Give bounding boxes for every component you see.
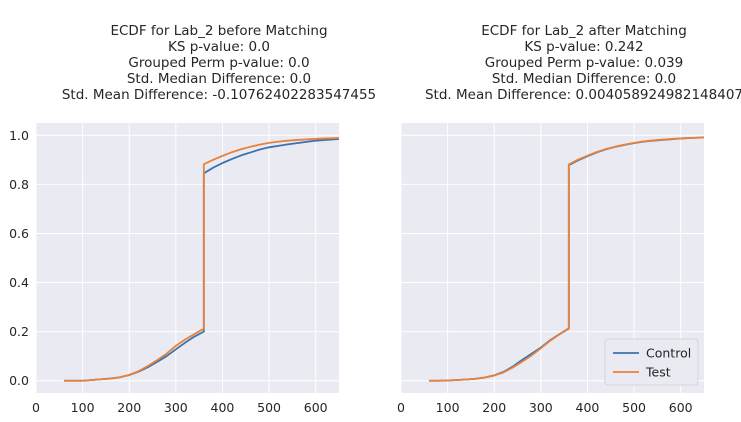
x-tick-label: 600 — [304, 400, 328, 415]
x-tick-label: 400 — [576, 400, 600, 415]
chart-title-line: Grouped Perm p-value: 0.0 — [128, 55, 309, 71]
x-tick-label: 100 — [436, 400, 460, 415]
legend: Control Test — [604, 338, 699, 386]
y-tick-label: 0.4 — [9, 275, 29, 290]
plot-area — [36, 123, 339, 393]
chart-title-line: Grouped Perm p-value: 0.039 — [485, 55, 683, 71]
x-tick-label: 0 — [32, 400, 40, 415]
chart-title-line: Std. Median Difference: 0.0 — [492, 71, 676, 87]
x-tick-label: 200 — [482, 400, 506, 415]
legend-box — [604, 338, 699, 386]
x-tick-label: 500 — [257, 400, 281, 415]
chart-title-line: Std. Median Difference: 0.0 — [127, 71, 311, 87]
chart-title-line: ECDF for Lab_2 after Matching — [481, 23, 687, 39]
y-tick-label: 0.0 — [9, 373, 29, 388]
ecdf-after-matching-panel: 0 100 200 300 400 500 600 ECDF for Lab_2 after … — [397, 23, 741, 415]
ecdf-before-matching-panel: 0 100 200 300 400 500 600 0.0 0.2 0.4 0.6 0.8 1.0 ECD… — [9, 23, 376, 415]
chart-title-line: Std. Mean Difference: -0.107624022835474… — [62, 87, 376, 103]
x-tick-label: 100 — [71, 400, 95, 415]
x-tick-label: 400 — [211, 400, 235, 415]
legend-label: Control — [646, 346, 691, 361]
series-line-test — [63, 137, 339, 382]
x-tick-label: 500 — [622, 400, 646, 415]
x-tick-label: 0 — [397, 400, 405, 415]
chart-title-line: KS p-value: 0.0 — [168, 39, 270, 55]
y-tick-label: 0.2 — [9, 324, 29, 339]
x-tick-label: 600 — [669, 400, 693, 415]
series-line-test — [428, 136, 704, 382]
x-tick-label: 300 — [164, 400, 188, 415]
y-tick-label: 0.6 — [9, 226, 29, 241]
y-tick-label: 1.0 — [9, 128, 29, 143]
chart-title-line: ECDF for Lab_2 before Matching — [110, 23, 327, 39]
y-tick-label: 0.8 — [9, 177, 29, 192]
x-tick-label: 300 — [529, 400, 553, 415]
chart-title-line: Std. Mean Difference: 0.0040589249821484… — [425, 87, 741, 103]
chart-title-line: KS p-value: 0.242 — [524, 39, 643, 55]
legend-label: Test — [645, 365, 671, 380]
x-tick-label: 200 — [117, 400, 141, 415]
